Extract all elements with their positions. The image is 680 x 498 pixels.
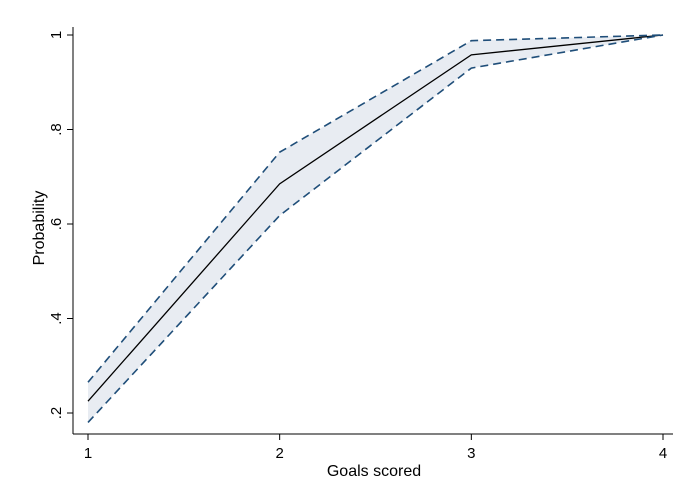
x-tick-label: 1 (84, 445, 92, 462)
estimate-line (87, 34, 664, 402)
y-tick-label: .8 (48, 123, 65, 136)
y-tick-label: 1 (48, 31, 65, 39)
x-tick-label: 3 (467, 445, 475, 462)
confidence-band (88, 35, 663, 423)
upper-bound-line (87, 34, 664, 383)
plot-area (87, 34, 664, 423)
y-axis-title: Probability (31, 191, 48, 266)
x-axis-title: Goals scored (327, 463, 421, 480)
x-tick-label: 2 (275, 445, 283, 462)
y-tick-label: .4 (48, 312, 65, 325)
y-tick-label: .2 (48, 407, 65, 420)
y-tick-label: .6 (48, 218, 65, 231)
x-tick-label: 4 (659, 445, 667, 462)
axes: 1 2 3 4 .2 .4 .6 .8 1 (48, 27, 673, 462)
